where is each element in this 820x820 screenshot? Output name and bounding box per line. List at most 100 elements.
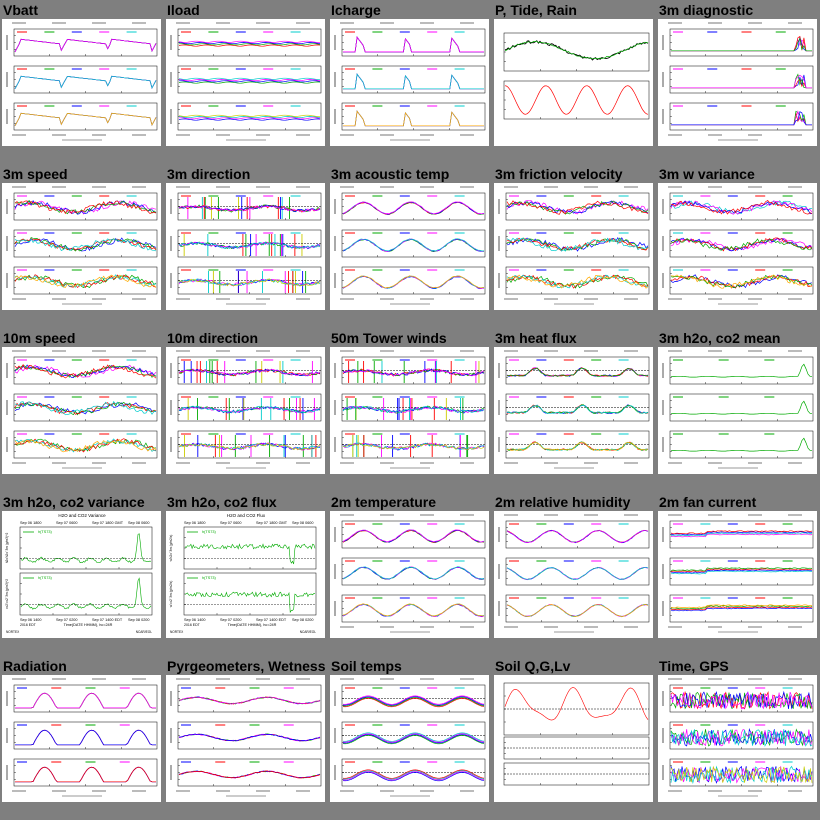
plot-thumbnail-image[interactable]	[658, 19, 817, 146]
thumbnail-plot-graphic	[334, 22, 486, 141]
svg-text:NORTEX: NORTEX	[6, 630, 20, 634]
plot-thumbnail-image[interactable]	[494, 347, 653, 474]
plot-tile-title: 3m h2o, co2 variance	[3, 494, 145, 510]
thumbnail-plot-graphic	[6, 350, 158, 469]
plot-tile-3m-h2o-co2-variance[interactable]: 3m h2o, co2 variance H2O and CO2 Variance…	[0, 492, 164, 656]
svg-text:Time(DATE HHMM), hc=24R: Time(DATE HHMM), hc=24R	[228, 623, 277, 627]
thumbnail-plot-graphic: H2O and CO2 Variance Sep 06 1800 Sep 07 06…	[5, 513, 153, 634]
plot-tile-2m-temperature[interactable]: 2m temperature	[328, 492, 492, 656]
svg-text:co2'co2' 3m (g/m3)^2: co2'co2' 3m (g/m3)^2	[5, 579, 9, 609]
plot-tile-3m-direction[interactable]: 3m direction	[164, 164, 328, 328]
plot-thumbnail-image[interactable]	[658, 183, 817, 310]
svg-text:Sep 07 0200: Sep 07 0200	[56, 618, 78, 622]
plot-thumbnail-image[interactable]	[330, 347, 489, 474]
plot-tile-title: 2m fan current	[659, 494, 757, 510]
svg-text:Time(DATE HHMM), hc=24R: Time(DATE HHMM), hc=24R	[64, 623, 113, 627]
plot-tile-3m-h2o-co2-mean[interactable]: 3m h2o, co2 mean	[656, 328, 820, 492]
plot-tile-title: 2m temperature	[331, 494, 437, 510]
plot-tile-title: 3m h2o, co2 mean	[659, 330, 781, 346]
plot-tile-iload[interactable]: Iload	[164, 0, 328, 164]
svg-text:Sep 06 1800: Sep 06 1800	[20, 521, 42, 525]
plot-thumbnail-image[interactable]	[494, 19, 653, 146]
svg-text:Sep 06 1400: Sep 06 1400	[20, 618, 42, 622]
plot-tile-2m-relative-humidity[interactable]: 2m relative humidity	[492, 492, 656, 656]
plot-tile-title: Iload	[167, 2, 200, 18]
plot-thumbnail-image[interactable]	[166, 675, 325, 802]
plot-thumbnail-image[interactable]	[658, 347, 817, 474]
plot-tile-title: Soil temps	[331, 658, 402, 674]
thumbnail-plot-graphic	[662, 514, 814, 633]
svg-text:Sep 07 1800 GMT: Sep 07 1800 GMT	[256, 521, 288, 525]
plot-tile-10m-speed[interactable]: 10m speed	[0, 328, 164, 492]
plot-thumbnail-image[interactable]	[2, 347, 161, 474]
svg-text:Sep 07 0600: Sep 07 0600	[220, 521, 242, 525]
plot-tile-pyrgeometers-wetness[interactable]: Pyrgeometers, Wetness	[164, 656, 328, 820]
plot-tile-icharge[interactable]: Icharge	[328, 0, 492, 164]
plot-tile-3m-h2o-co2-flux[interactable]: 3m h2o, co2 flux H2O and CO2 Flux Sep 06 1…	[164, 492, 328, 656]
plot-thumbnail-image[interactable]	[330, 511, 489, 638]
plot-thumbnail-image[interactable]	[2, 183, 161, 310]
plot-thumbnail-image[interactable]	[330, 675, 489, 802]
plot-thumbnail-image[interactable]	[166, 19, 325, 146]
svg-text:h(TS73): h(TS73)	[202, 530, 216, 534]
plot-thumbnail-image[interactable]	[2, 19, 161, 146]
plot-tile-3m-diagnostic[interactable]: 3m diagnostic	[656, 0, 820, 164]
thumbnail-plot-graphic	[170, 186, 322, 305]
plot-tile-10m-direction[interactable]: 10m direction	[164, 328, 328, 492]
plot-thumbnail-image[interactable]	[330, 183, 489, 310]
plot-thumbnail-image[interactable]	[330, 19, 489, 146]
plot-thumbnail-image[interactable]	[494, 183, 653, 310]
plot-thumbnail-image[interactable]	[494, 511, 653, 638]
plot-tile-title: 50m Tower winds	[331, 330, 447, 346]
svg-text:Sep 08 0200: Sep 08 0200	[128, 618, 150, 622]
plot-thumbnail-image[interactable]: H2O and CO2 Flux Sep 06 1800 Sep 07 0600 Se…	[166, 511, 325, 638]
plot-tile-title: 3m acoustic temp	[331, 166, 450, 182]
svg-text:Sep 07 0600: Sep 07 0600	[56, 521, 78, 525]
plot-tile-title: 3m direction	[167, 166, 251, 182]
svg-text:Sep 08 0600: Sep 08 0600	[292, 521, 314, 525]
thumbnail-plot-graphic	[662, 678, 814, 797]
plot-tile-title: 10m direction	[167, 330, 259, 346]
svg-text:Sep 07 0200: Sep 07 0200	[220, 618, 242, 622]
plot-tile-soil-q-g-lv[interactable]: Soil Q,G,Lv	[492, 656, 656, 820]
plot-thumbnail-image[interactable]	[166, 183, 325, 310]
plot-thumbnail-image[interactable]	[658, 675, 817, 802]
thumbnail-plot-graphic	[6, 22, 158, 141]
svg-text:2016 EDT: 2016 EDT	[20, 623, 37, 627]
svg-text:h(TS73): h(TS73)	[38, 530, 52, 534]
plot-tile-p-tide-rain[interactable]: P, Tide, Rain	[492, 0, 656, 164]
plot-tile-3m-speed[interactable]: 3m speed	[0, 164, 164, 328]
plot-tile-vbatt[interactable]: Vbatt	[0, 0, 164, 164]
plot-tile-title: P, Tide, Rain	[495, 2, 577, 18]
thumbnail-plot-graphic	[662, 22, 814, 141]
plot-thumbnail-image[interactable]	[2, 675, 161, 802]
svg-text:h(TS73): h(TS73)	[202, 576, 216, 580]
plot-tile-time-gps[interactable]: Time, GPS	[656, 656, 820, 820]
plot-tile-soil-temps[interactable]: Soil temps	[328, 656, 492, 820]
thumbnail-plot-graphic	[170, 22, 322, 141]
svg-text:H2O and CO2 Flux: H2O and CO2 Flux	[227, 513, 266, 518]
thumbnail-plot-graphic	[6, 678, 158, 797]
plot-tile-3m-acoustic-temp[interactable]: 3m acoustic temp	[328, 164, 492, 328]
plot-tile-radiation[interactable]: Radiation	[0, 656, 164, 820]
svg-text:NCAR/EOL: NCAR/EOL	[136, 630, 153, 634]
plot-thumbnail-image[interactable]	[494, 675, 653, 802]
svg-text:Sep 06 1400: Sep 06 1400	[184, 618, 206, 622]
plot-tile-3m-heat-flux[interactable]: 3m heat flux	[492, 328, 656, 492]
plot-tile-3m-friction-velocity[interactable]: 3m friction velocity	[492, 164, 656, 328]
svg-text:Sep 07 1400 EDT: Sep 07 1400 EDT	[256, 618, 287, 622]
svg-text:NORTEX: NORTEX	[170, 630, 184, 634]
plot-tile-50m-tower-winds[interactable]: 50m Tower winds	[328, 328, 492, 492]
thumbnail-plot-graphic	[334, 678, 486, 797]
plot-tile-title: 3m heat flux	[495, 330, 577, 346]
plot-tile-title: 3m h2o, co2 flux	[167, 494, 277, 510]
plot-tile-3m-w-variance[interactable]: 3m w variance	[656, 164, 820, 328]
thumbnail-plot-graphic	[498, 350, 650, 469]
plot-thumbnail-image[interactable]	[658, 511, 817, 638]
plot-thumbnail-image[interactable]: H2O and CO2 Variance Sep 06 1800 Sep 07 06…	[2, 511, 161, 638]
plot-tile-title: 3m friction velocity	[495, 166, 623, 182]
plot-tile-2m-fan-current[interactable]: 2m fan current	[656, 492, 820, 656]
svg-text:Sep 08 0200: Sep 08 0200	[292, 618, 314, 622]
plot-thumbnail-image[interactable]	[166, 347, 325, 474]
plot-tile-title: Vbatt	[3, 2, 38, 18]
